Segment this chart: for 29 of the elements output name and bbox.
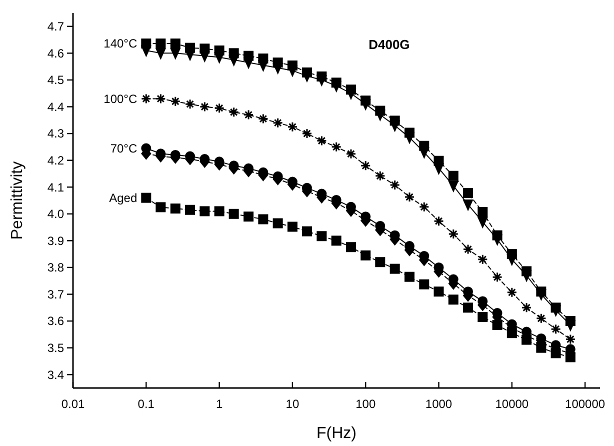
y-tick-label: 3.7 — [47, 287, 64, 302]
y-tick-label: 4.5 — [47, 73, 64, 88]
y-tick-label: 3.5 — [47, 341, 64, 356]
x-tick-label: 0.1 — [138, 397, 155, 411]
y-tick-label: 3.4 — [47, 368, 64, 382]
x-tick-label: 1000 — [425, 397, 452, 411]
y-tick-label: 3.8 — [47, 260, 64, 275]
y-tick-label: 4.2 — [47, 154, 64, 168]
series-label: 140°C — [104, 36, 138, 51]
x-tick-label: 100 — [356, 397, 376, 411]
y-tick-label: 4.4 — [47, 100, 64, 114]
x-tick-label: 10 — [286, 397, 300, 411]
series-label: Aged — [109, 191, 138, 206]
y-tick-label: 4.3 — [47, 126, 64, 141]
x-tick-label: 100000 — [565, 397, 606, 411]
y-axis-title: Permittivity — [9, 161, 26, 240]
x-tick-label: 0.01 — [61, 397, 85, 411]
x-axis-title: F(Hz) — [316, 425, 356, 442]
series-label: 70°C — [110, 141, 138, 156]
y-tick-label: 3.6 — [47, 314, 64, 328]
y-tick-label: 3.9 — [47, 234, 64, 248]
y-tick-label: 4.1 — [47, 180, 64, 194]
y-tick-label: 4.6 — [47, 46, 64, 60]
text: D400G — [368, 37, 410, 52]
x-tick-label: 1 — [216, 397, 223, 411]
y-tick-label: 4.0 — [47, 207, 64, 222]
x-tick-label: 10000 — [495, 397, 529, 411]
y-tick-label: 4.7 — [47, 20, 64, 34]
series-label: 100°C — [104, 92, 138, 106]
